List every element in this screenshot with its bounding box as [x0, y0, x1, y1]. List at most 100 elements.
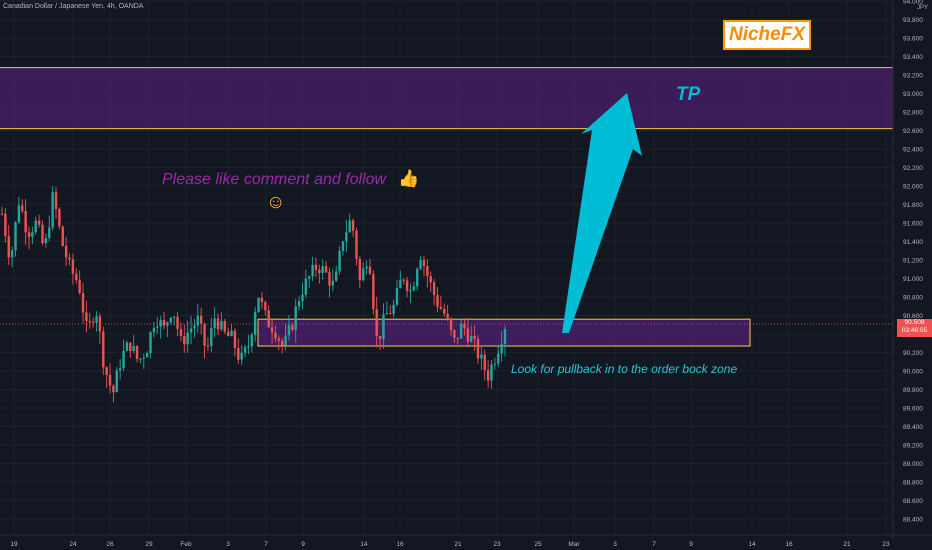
candle-body — [372, 273, 375, 310]
candle-body — [14, 222, 17, 251]
price-axis[interactable] — [893, 0, 932, 538]
candle-body — [139, 358, 142, 360]
candle-body — [480, 354, 483, 359]
candle-body — [61, 226, 64, 246]
candle-body — [291, 325, 294, 330]
candle-body — [392, 304, 395, 314]
candle-body — [115, 370, 118, 393]
candle-body — [85, 312, 88, 322]
time-tick-label: 3 — [613, 541, 617, 548]
candle-body — [277, 338, 281, 341]
candle-body — [78, 279, 81, 293]
candle-body — [375, 309, 378, 337]
time-tick-label: 9 — [301, 541, 305, 548]
candle-body — [149, 332, 152, 354]
candle-body — [355, 230, 358, 259]
price-tick-label: 89.800 — [903, 387, 923, 394]
candle-body — [44, 238, 48, 244]
time-tick-label: 23 — [493, 541, 501, 548]
candle-body — [41, 224, 44, 244]
candle-body — [129, 342, 132, 352]
candle-body — [362, 268, 365, 281]
candle-body — [493, 363, 497, 365]
candle-body — [31, 232, 34, 238]
price-tick-label: 92.600 — [903, 128, 923, 135]
candle-body — [243, 346, 247, 353]
time-tick-label: 19 — [10, 541, 18, 548]
last-price-tag: 90.508 03:46:05 — [897, 319, 932, 337]
candle-body — [230, 330, 233, 336]
candle-body — [237, 347, 240, 360]
candle-body — [203, 323, 206, 346]
candle-body — [172, 316, 176, 318]
candle-body — [169, 317, 172, 323]
candle-body — [486, 370, 490, 381]
candle-body — [260, 297, 264, 302]
time-tick-label: 29 — [145, 541, 153, 548]
candle-body — [102, 331, 105, 368]
price-tick-label: 89.000 — [903, 461, 923, 468]
candle-body — [280, 340, 284, 346]
price-tick-label: 94.000 — [903, 0, 923, 6]
smile-icon: ☺ — [266, 192, 286, 213]
candle-body — [436, 294, 439, 307]
candle-body — [0, 213, 4, 215]
time-axis[interactable] — [0, 535, 932, 550]
candle-body — [193, 325, 196, 329]
time-tick-label: 21 — [454, 541, 462, 548]
candle-body — [338, 250, 341, 272]
candle-body — [125, 342, 129, 351]
candle-body — [183, 335, 186, 345]
candle-body — [213, 318, 216, 328]
candle-body — [453, 330, 456, 338]
time-tick-label: Feb — [180, 541, 192, 548]
candle-body — [152, 327, 156, 333]
candle-body — [470, 336, 473, 342]
price-tick-label: 91.200 — [903, 258, 923, 265]
price-tick-label: 92.200 — [903, 165, 923, 172]
candle-body — [267, 310, 270, 328]
candle-body — [95, 316, 98, 323]
time-tick-label: 16 — [396, 541, 404, 548]
price-tick-label: 88.400 — [903, 517, 923, 524]
candle-body — [37, 220, 41, 225]
candle-body — [34, 220, 37, 233]
price-tick-label: 91.800 — [903, 202, 923, 209]
candle-body — [10, 250, 14, 258]
candle-body — [75, 273, 78, 280]
candle-body — [416, 268, 419, 287]
price-tick-label: 88.800 — [903, 480, 923, 487]
candle-body — [497, 353, 500, 364]
pullback-note: Look for pullback in to the order bock z… — [511, 362, 738, 376]
candle-body — [443, 308, 446, 314]
candle-body — [4, 213, 7, 237]
candle-body — [7, 236, 10, 258]
candle-body — [324, 266, 328, 273]
candle-body — [98, 316, 102, 332]
candle-body — [270, 327, 274, 333]
candle-body — [382, 314, 385, 340]
candle-body — [253, 311, 257, 335]
candle-body — [223, 320, 227, 332]
price-tick-label: 93.400 — [903, 54, 923, 61]
candle-body — [308, 276, 311, 279]
time-tick-label: 21 — [843, 541, 851, 548]
candle-body — [483, 354, 486, 371]
candle-body — [68, 257, 71, 260]
candle-body — [399, 279, 402, 289]
time-tick-label: 14 — [360, 541, 368, 548]
candle-body — [335, 271, 338, 281]
candle-body — [490, 364, 493, 381]
candle-body — [27, 232, 31, 238]
candle-body — [419, 259, 422, 269]
candle-body — [48, 227, 51, 239]
price-tick-label: 92.800 — [903, 110, 923, 117]
candle-body — [287, 325, 291, 336]
candle-body — [105, 367, 108, 375]
time-tick-label: 7 — [652, 541, 656, 548]
candle-body — [159, 319, 162, 327]
candle-body — [385, 313, 389, 315]
candle-body — [216, 318, 220, 330]
candle-body — [284, 335, 287, 346]
